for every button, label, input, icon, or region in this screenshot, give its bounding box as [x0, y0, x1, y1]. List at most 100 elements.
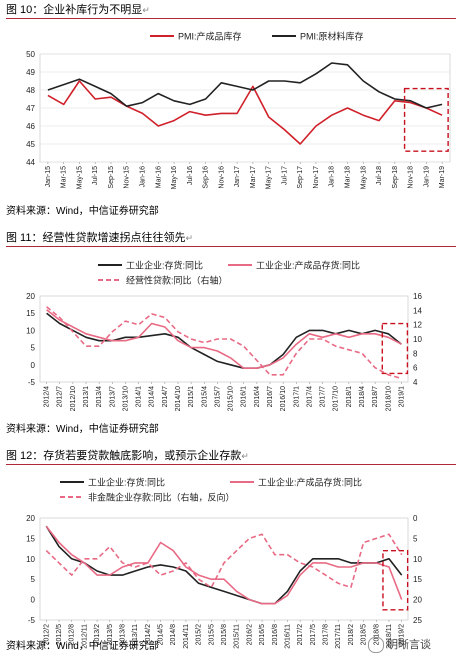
y-tick-label: 48 [26, 86, 35, 95]
y2-tick-label: 4 [413, 378, 418, 387]
x-tick-label: Jul-15 [92, 166, 99, 185]
x-tick-label: 2015/7 [214, 386, 221, 408]
x-tick-label: 2017/11 [335, 624, 342, 649]
x-tick-label: 2013/1 [83, 386, 90, 408]
x-tick-label: 2016/4 [254, 386, 261, 408]
x-tick-label: Jan-17 [234, 166, 241, 188]
x-tick-label: Mar-15 [61, 166, 68, 188]
y-tick-label: 10 [26, 326, 35, 335]
x-tick-label: Mar-18 [345, 166, 352, 188]
y2-tick-label: 12 [413, 321, 422, 330]
x-tick-label: Jul-18 [376, 166, 383, 185]
series-line-2 [46, 309, 402, 370]
x-tick-label: 2015/11 [234, 624, 241, 649]
highlight-box [403, 87, 449, 152]
x-tick-label: 2018/11 [386, 624, 393, 649]
y-tick-label: 46 [26, 122, 35, 131]
x-tick-label: Sep-16 [203, 166, 210, 189]
x-tick-label: 2016/8 [272, 624, 279, 646]
x-tick-label: 2018/1 [346, 386, 353, 408]
caption-rule [6, 464, 456, 465]
y-tick-label: 47 [26, 104, 35, 113]
x-tick-label: Sep-17 [297, 166, 304, 189]
y2-tick-label: 8 [413, 349, 418, 358]
x-tick-label: 2019/2 [399, 624, 406, 646]
x-tick-label: 2018/10 [385, 386, 392, 411]
x-tick-label: Nov-16 [218, 166, 225, 189]
y-tick-label: 15 [26, 534, 35, 543]
x-tick-label: 2014/4 [149, 386, 156, 408]
x-tick-label: 2012/7 [57, 386, 64, 408]
x-tick-label: 2012/8 [69, 624, 76, 646]
x-tick-label: Nov-15 [124, 166, 131, 189]
x-tick-label: 2018/5 [361, 624, 368, 646]
y2-tick-label: 10 [413, 555, 422, 564]
x-tick-label: 2016/1 [241, 386, 248, 408]
y-tick-label: 44 [26, 158, 35, 167]
x-tick-label: 2014/7 [162, 386, 169, 408]
x-tick-label: 2016/7 [267, 386, 274, 408]
y-tick-label: 49 [26, 68, 35, 77]
x-tick-label: Jul-16 [187, 166, 194, 185]
x-tick-label: 2015/4 [201, 386, 208, 408]
x-tick-label: 2012/2 [43, 624, 50, 646]
x-tick-label: 2017/8 [323, 624, 330, 646]
series-line-2 [45, 525, 403, 605]
y-tick-label: 45 [26, 140, 35, 149]
y-tick-label: 20 [26, 514, 35, 523]
x-tick-label: 2013/11 [132, 624, 139, 649]
x-tick-label: 2012/10 [70, 386, 77, 411]
series-line-2 [47, 62, 443, 109]
x-tick-label: 2012/11 [81, 624, 88, 649]
legend-label: 非金融企业存款:同比（右轴，反向） [88, 492, 235, 503]
x-tick-label: Sep-15 [108, 166, 115, 189]
y2-tick-label: 0 [413, 514, 418, 523]
y2-tick-label: 20 [413, 596, 422, 605]
y2-tick-label: 25 [413, 616, 422, 625]
x-tick-label: 2013/4 [96, 386, 103, 408]
x-tick-label: 2014/2 [145, 624, 152, 646]
legend-label: PMI:原材料库存 [300, 31, 364, 42]
x-tick-label: 2018/8 [373, 624, 380, 646]
legend-label: PMI:产成品库存 [178, 31, 242, 42]
x-tick-label: 2016/5 [259, 624, 266, 646]
x-tick-label: 2012/5 [56, 624, 63, 646]
x-tick-label: 2018/2 [348, 624, 355, 646]
caption-rule [6, 246, 456, 247]
source-note-1: 资料来源：Wind，中信证券研究部 [6, 206, 159, 217]
x-tick-label: 2013/10 [122, 386, 129, 411]
x-tick-label: 2018/7 [372, 386, 379, 408]
wechat-logo-icon [368, 637, 384, 654]
series-line-1 [47, 80, 443, 145]
x-tick-label: 2017/5 [310, 624, 317, 646]
x-tick-label: Mar-16 [155, 166, 162, 188]
x-tick-label: 2016/10 [280, 386, 287, 411]
x-tick-label: 2017/4 [306, 386, 313, 408]
x-tick-label: 2014/10 [175, 386, 182, 411]
y2-tick-label: 15 [413, 575, 422, 584]
x-tick-label: Nov-18 [408, 166, 415, 189]
y-tick-label: 15 [26, 309, 35, 318]
x-tick-label: Jan-15 [45, 166, 52, 188]
y-tick-label: 5 [31, 344, 36, 353]
y-tick-label: 5 [31, 575, 36, 584]
caption-rule [6, 18, 456, 19]
x-tick-label: 2017/1 [293, 386, 300, 408]
series-line-3 [46, 306, 402, 380]
x-tick-label: 2015/10 [228, 386, 235, 411]
legend-label: 工业企业:存货:同比 [88, 477, 165, 488]
x-tick-label: Sep-18 [392, 166, 399, 189]
x-tick-label: May-15 [76, 166, 83, 189]
x-tick-label: 2017/2 [297, 624, 304, 646]
series-line-1 [45, 525, 403, 605]
watermark: 明晰言谈 [368, 636, 431, 654]
x-tick-label: 2015/1 [188, 386, 195, 408]
y-tick-label: 0 [31, 596, 36, 605]
highlight-box [381, 322, 409, 375]
y2-tick-label: 6 [413, 364, 418, 373]
y-tick-label: 20 [26, 292, 35, 301]
x-tick-label: 2014/11 [183, 624, 190, 649]
x-tick-label: 2013/7 [109, 386, 116, 408]
y-tick-label: 10 [26, 555, 35, 564]
